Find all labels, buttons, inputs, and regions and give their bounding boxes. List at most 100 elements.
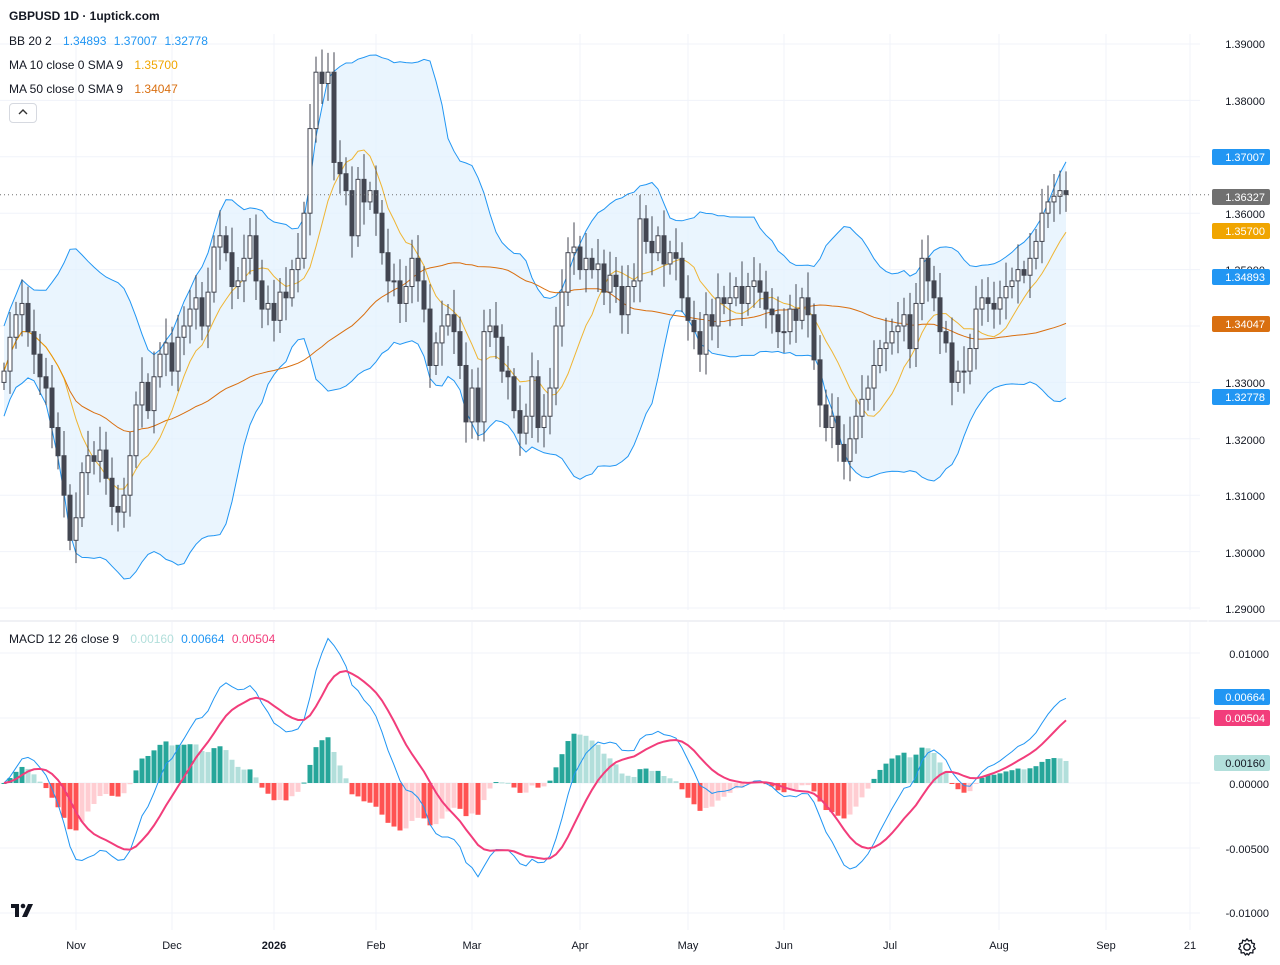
macd-hist-tag: 0.00160 — [1214, 755, 1270, 771]
candle-down — [697, 331, 703, 355]
macd-hist-bar — [601, 753, 607, 783]
candle-up — [787, 308, 793, 333]
macd-hist-bar — [133, 770, 139, 783]
candle-up — [727, 297, 733, 304]
candle-up — [235, 280, 241, 288]
candle-up — [853, 415, 859, 440]
macd-hist-bar — [895, 755, 901, 783]
gear-icon[interactable] — [1237, 937, 1257, 957]
price-tag-bb-basis: 1.34893 — [1212, 269, 1270, 285]
macd-hist-bar — [457, 783, 463, 809]
macd-hist-bar — [193, 744, 199, 783]
candle-up — [127, 455, 133, 496]
candle-down — [841, 443, 847, 462]
candle-down — [223, 235, 229, 254]
candle-up — [1045, 201, 1051, 214]
candle-up — [445, 314, 451, 327]
bb-band-fill — [4, 55, 1066, 579]
candle-up — [829, 415, 835, 429]
price-tick-label: 1.31000 — [1225, 491, 1265, 503]
macd-hist-bar — [451, 783, 457, 808]
tradingview-logo-icon[interactable] — [10, 901, 38, 919]
macd-hist-bar — [493, 782, 499, 784]
macd-legend[interactable]: MACD 12 26 close 9 0.00160 0.00664 0.005… — [9, 632, 279, 646]
macd-hist-bar — [823, 783, 829, 811]
candle-up — [529, 376, 535, 417]
candle-up — [607, 274, 613, 293]
macd-hist-bar — [967, 783, 973, 792]
candle-down — [661, 235, 667, 265]
candle-up — [919, 257, 925, 304]
candle-down — [457, 331, 463, 366]
macd-hist-bar — [961, 783, 967, 793]
macd-hist-bar — [997, 773, 1003, 783]
candle-down — [319, 71, 325, 84]
candle-down — [937, 297, 943, 333]
candle-down — [619, 286, 625, 316]
chart-title: GBPUSD 1D · 1uptick.com — [9, 9, 160, 23]
candle-up — [409, 257, 415, 288]
price-tick-label: 1.33000 — [1225, 378, 1265, 390]
macd-hist-bar — [541, 783, 547, 787]
candle-down — [169, 342, 175, 372]
candle-up — [433, 342, 439, 366]
candle-down — [949, 342, 955, 383]
candle-down — [535, 376, 541, 429]
macd-hist-bar — [733, 783, 739, 789]
bb-legend[interactable]: BB 20 2 1.34893 1.37007 1.32778 — [9, 34, 212, 48]
time-tick-label: Jul — [883, 940, 897, 952]
candle-up — [157, 353, 163, 378]
candle-down — [109, 477, 115, 507]
candle-up — [1027, 257, 1033, 276]
macd-hist-bar — [817, 783, 823, 802]
ma10-legend[interactable]: MA 10 close 0 SMA 9 1.35700 — [9, 58, 182, 72]
price-tick-label: 1.38000 — [1225, 96, 1265, 108]
macd-hist-bar — [1027, 768, 1033, 783]
candle-down — [613, 274, 619, 288]
macd-histogram — [1, 733, 1069, 831]
macd-hist-bar — [343, 778, 349, 783]
macd-hist-bar — [391, 783, 397, 827]
macd-hist-bar — [31, 774, 37, 783]
ma50-legend[interactable]: MA 50 close 0 SMA 9 1.34047 — [9, 82, 182, 96]
macd-hist-bar — [619, 773, 625, 783]
candle-up — [481, 331, 487, 423]
macd-hist-bar — [925, 748, 931, 783]
macd-hist-bar — [247, 769, 253, 783]
bb-basis-value: 1.34893 — [63, 34, 107, 48]
candle-down — [385, 252, 391, 282]
price-tag-box — [1212, 389, 1270, 405]
bb-lower-line — [3, 310, 1067, 580]
macd-hist-bar — [811, 783, 817, 792]
macd-hist-bar — [529, 783, 535, 786]
time-tick-label: 21 — [1184, 940, 1196, 952]
macd-hist-bar — [661, 775, 667, 783]
macd-hist-bar — [1033, 766, 1039, 783]
candles — [1, 49, 1069, 564]
macd-hist-bar — [91, 783, 97, 804]
macd-line-tag: 0.00664 — [1214, 689, 1270, 705]
time-axis: Nov Dec 2026 Feb Mar Apr May Jun Jul Aug Sep 21 — [66, 940, 1196, 952]
price-tag-box — [1212, 223, 1270, 239]
candle-up — [973, 308, 979, 350]
candle-down — [739, 286, 745, 304]
macd-hist-bar — [229, 759, 235, 783]
candle-up — [859, 398, 865, 417]
candle-up — [403, 286, 409, 304]
macd-hist-bar — [109, 783, 115, 796]
macd-hist-bar — [469, 783, 475, 814]
candle-up — [439, 325, 445, 344]
macd-hist-bar — [127, 783, 133, 785]
candle-up — [523, 415, 529, 434]
legend-collapse-button[interactable] — [9, 103, 37, 123]
candle-up — [583, 257, 589, 271]
macd-hist-bar — [865, 783, 871, 789]
candle-down — [991, 302, 997, 310]
candle-up — [19, 302, 25, 316]
macd-tick-label: -0.01000 — [1226, 908, 1269, 920]
macd-hist-bar — [319, 740, 325, 783]
candle-up — [79, 472, 85, 519]
ma10-value: 1.35700 — [134, 58, 178, 72]
macd-hist-bar — [487, 783, 493, 789]
candle-down — [253, 235, 259, 282]
